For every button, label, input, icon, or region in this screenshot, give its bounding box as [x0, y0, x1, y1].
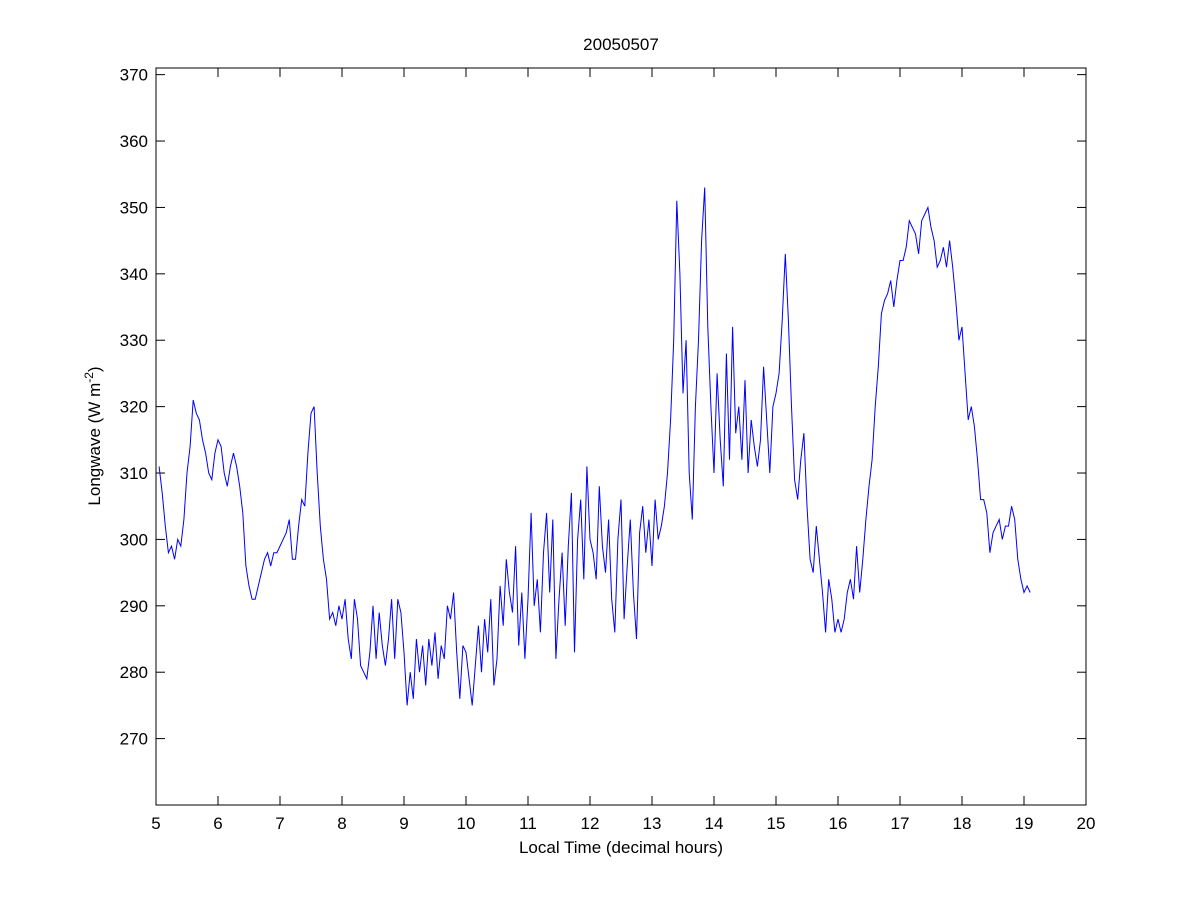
x-tick-label: 12 [581, 814, 600, 833]
y-axis-label-sup: -2 [82, 372, 96, 383]
x-tick-label: 13 [643, 814, 662, 833]
y-tick-label: 290 [120, 597, 148, 616]
plot-area [156, 68, 1086, 805]
y-tick-label: 280 [120, 663, 148, 682]
y-tick-label: 270 [120, 730, 148, 749]
y-tick-label: 360 [120, 132, 148, 151]
y-tick-label: 320 [120, 398, 148, 417]
x-tick-label: 7 [275, 814, 284, 833]
x-tick-label: 19 [1015, 814, 1034, 833]
chart-title: 20050507 [583, 35, 659, 54]
y-axis-label-main: Longwave (W m [85, 383, 104, 506]
axes-box [155, 67, 1087, 806]
x-tick-label: 11 [519, 814, 537, 833]
x-tick-label: 8 [337, 814, 346, 833]
y-tick-label: 340 [120, 265, 148, 284]
x-tick-label: 6 [213, 814, 222, 833]
x-tick-label: 16 [829, 814, 848, 833]
x-axis-label: Local Time (decimal hours) [519, 838, 723, 857]
x-tick-label: 20 [1077, 814, 1096, 833]
x-tick-label: 5 [151, 814, 160, 833]
x-tick-label: 15 [767, 814, 786, 833]
y-axis-label: Longwave (W m-2) [82, 366, 104, 505]
y-tick-label: 330 [120, 331, 148, 350]
series-line-longwave [158, 187, 1031, 706]
x-tick-label: 17 [891, 814, 910, 833]
y-tick-label: 300 [120, 530, 148, 549]
x-tick-label: 14 [705, 814, 724, 833]
x-tick-label: 9 [399, 814, 408, 833]
y-axis-label-close: ) [85, 366, 104, 372]
x-tick-label: 10 [457, 814, 476, 833]
y-tick-label: 370 [120, 66, 148, 85]
y-tick-label: 310 [120, 464, 148, 483]
y-tick-label: 350 [120, 198, 148, 217]
x-tick-label: 18 [953, 814, 972, 833]
